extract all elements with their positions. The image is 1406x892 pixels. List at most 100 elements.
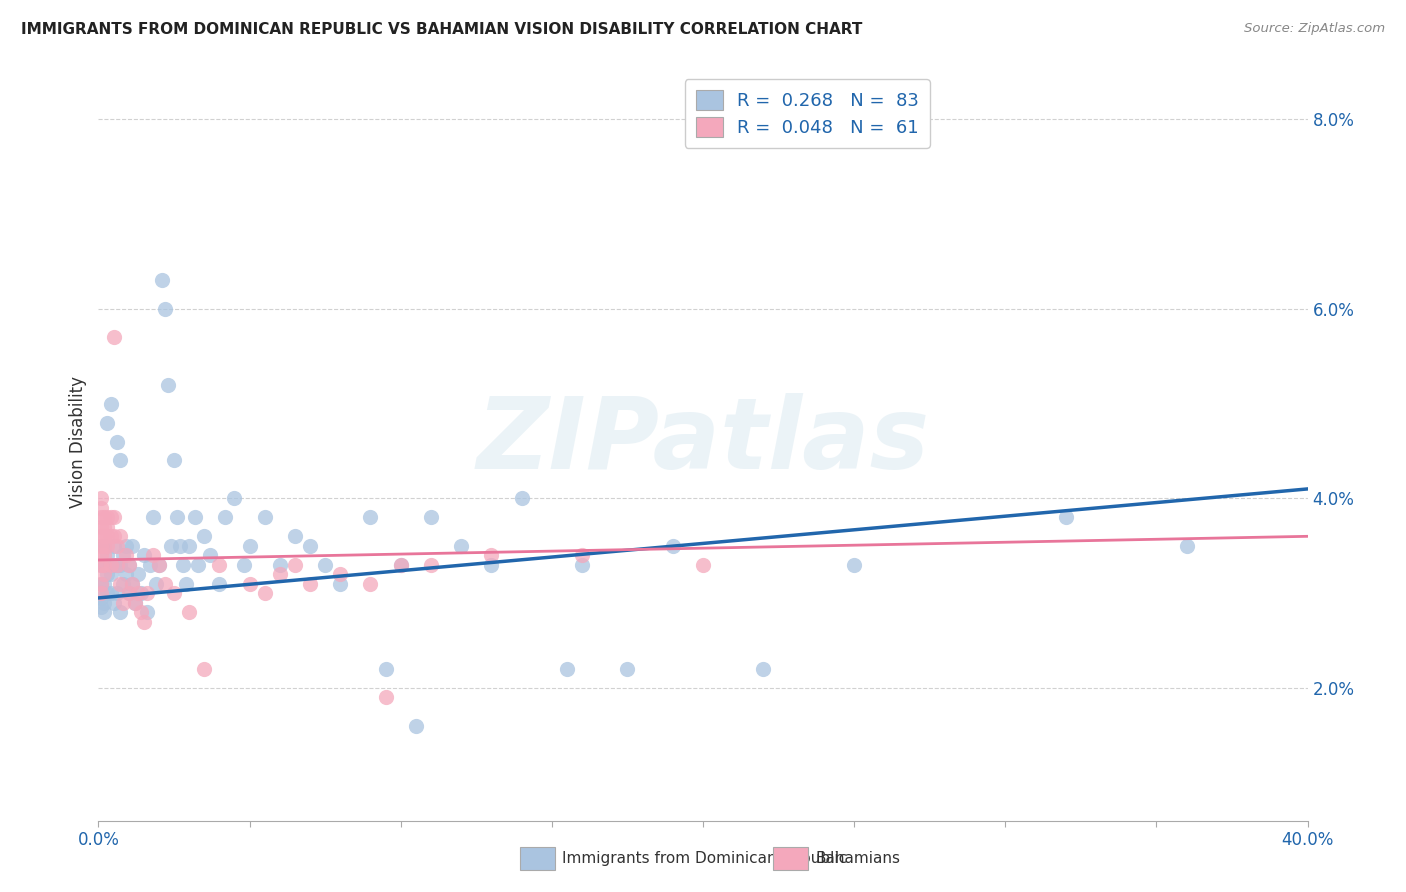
Point [214, 510, 236, 524]
Legend: R =  0.268   N =  83, R =  0.048   N =  61: R = 0.268 N = 83, R = 0.048 N = 61 [685, 79, 929, 148]
Point [118, 586, 141, 600]
Point [105, 558, 128, 572]
Point [616, 662, 638, 676]
Point [284, 529, 307, 543]
Point [103, 539, 125, 553]
Point [100, 586, 122, 600]
Point [121, 576, 143, 591]
Point [145, 576, 167, 591]
Point [93, 539, 115, 553]
Point [481, 558, 503, 572]
Text: Source: ZipAtlas.com: Source: ZipAtlas.com [1244, 22, 1385, 36]
Point [90, 586, 112, 600]
Point [90, 591, 112, 605]
Point [96, 539, 118, 553]
Point [139, 558, 162, 572]
Point [132, 615, 155, 629]
Point [420, 558, 443, 572]
Point [135, 605, 157, 619]
Point [105, 539, 128, 553]
Point [752, 662, 775, 676]
Point [224, 491, 246, 506]
Point [420, 510, 443, 524]
Point [200, 548, 222, 563]
Point [96, 416, 118, 430]
Point [555, 662, 578, 676]
Point [389, 558, 412, 572]
Point [571, 558, 593, 572]
Point [105, 586, 128, 600]
Point [1175, 539, 1198, 553]
Point [96, 529, 118, 543]
Point [108, 605, 131, 619]
Point [253, 586, 276, 600]
Point [103, 510, 125, 524]
Point [148, 558, 170, 572]
Point [374, 662, 396, 676]
Point [389, 558, 412, 572]
Point [481, 548, 503, 563]
Point [90, 510, 112, 524]
Point [187, 558, 209, 572]
Point [232, 558, 254, 572]
Point [100, 567, 122, 582]
Point [108, 558, 131, 572]
Point [103, 596, 125, 610]
Point [127, 567, 149, 582]
Point [100, 510, 122, 524]
Point [510, 491, 533, 506]
Point [142, 510, 165, 524]
Point [253, 510, 276, 524]
Point [360, 510, 382, 524]
Point [96, 567, 118, 582]
Point [239, 539, 262, 553]
Point [269, 567, 291, 582]
Point [329, 567, 352, 582]
Point [127, 586, 149, 600]
Point [90, 576, 112, 591]
Point [103, 330, 125, 344]
Point [121, 576, 143, 591]
Point [135, 586, 157, 600]
Point [90, 558, 112, 572]
Point [208, 558, 231, 572]
Point [114, 567, 136, 582]
Point [208, 576, 231, 591]
Point [844, 558, 866, 572]
Point [160, 539, 183, 553]
Point [111, 548, 134, 563]
Point [100, 529, 122, 543]
Point [124, 596, 146, 610]
Point [118, 586, 141, 600]
Point [90, 600, 112, 615]
Point [156, 377, 179, 392]
Point [450, 539, 472, 553]
Point [90, 529, 112, 543]
Point [193, 529, 215, 543]
Point [100, 558, 122, 572]
Point [132, 548, 155, 563]
Point [360, 576, 382, 591]
Point [108, 453, 131, 467]
Text: ZIPatlas: ZIPatlas [477, 393, 929, 490]
Point [121, 539, 143, 553]
Point [96, 520, 118, 534]
Point [163, 453, 186, 467]
Point [96, 548, 118, 563]
Point [124, 596, 146, 610]
Text: Immigrants from Dominican Republic: Immigrants from Dominican Republic [562, 851, 848, 866]
Point [129, 605, 152, 619]
Point [314, 558, 336, 572]
Point [184, 510, 207, 524]
Point [239, 576, 262, 591]
Point [103, 529, 125, 543]
Point [108, 529, 131, 543]
Point [179, 605, 201, 619]
Point [374, 690, 396, 705]
Point [1054, 510, 1077, 524]
Point [93, 596, 115, 610]
Point [153, 576, 176, 591]
Point [105, 434, 128, 449]
Point [90, 576, 112, 591]
Point [111, 576, 134, 591]
